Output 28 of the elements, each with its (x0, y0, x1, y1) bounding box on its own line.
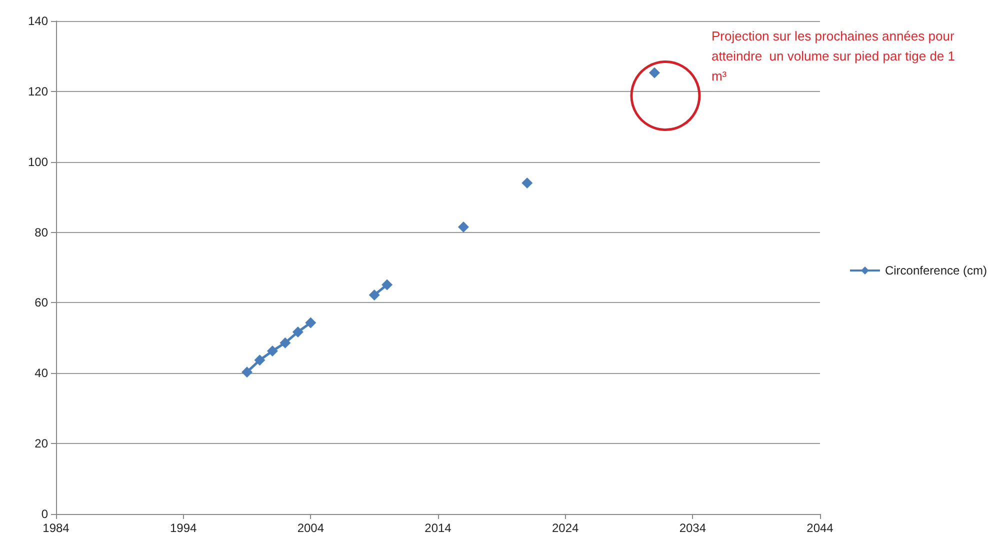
point (305, 317, 316, 328)
x-tick-label: 2024 (552, 521, 580, 535)
point (382, 279, 393, 290)
x-tick-label: 1994 (170, 521, 198, 535)
x-tick-label: 2014 (424, 521, 452, 535)
y-tick-label: 80 (34, 225, 48, 240)
point (242, 366, 252, 378)
x-tick-label: 2004 (297, 521, 324, 535)
point (648, 67, 660, 78)
point (458, 222, 469, 233)
x-tick-label: 1984 (42, 521, 70, 535)
point (266, 345, 278, 356)
x-tick-label: 2034 (679, 521, 706, 535)
point (280, 337, 291, 348)
y-tick-label: 140 (28, 14, 48, 28)
point (522, 177, 533, 188)
y-tick-label: 40 (34, 366, 48, 380)
y-tick-label: 120 (28, 84, 48, 98)
y-tick-label: 0 (41, 507, 48, 521)
y-tick-label: 60 (34, 296, 48, 310)
y-tick-label: 20 (34, 436, 48, 451)
point (292, 326, 304, 338)
point (254, 354, 266, 366)
y-tick-label: 100 (28, 154, 48, 169)
point (368, 289, 380, 300)
legend-label: Circonference (cm) (884, 264, 988, 278)
x-tick-label: 2044 (806, 521, 834, 535)
annotation: Projection sur les prochaines années pour atteindre un volume sur pied par tige de 1 m³ (711, 28, 959, 84)
